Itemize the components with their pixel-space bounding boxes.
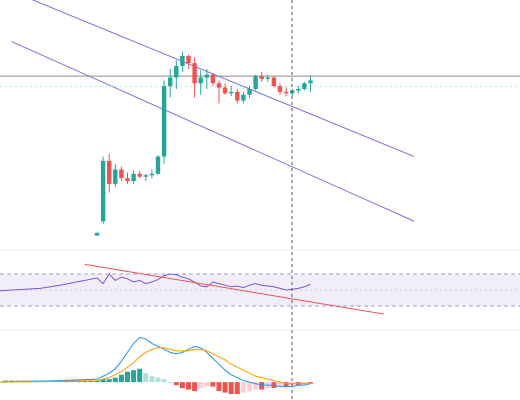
candle-bear[interactable] — [137, 173, 142, 177]
candle-bear[interactable] — [222, 87, 228, 94]
candle-bull[interactable] — [296, 89, 301, 91]
candle-bull[interactable] — [94, 232, 100, 236]
macd-hist-bar[interactable] — [167, 382, 173, 384]
candle-bear[interactable] — [235, 91, 240, 101]
candle-bull[interactable] — [155, 156, 161, 174]
macd-hist-bar[interactable] — [131, 370, 137, 383]
candle-bull[interactable] — [168, 77, 173, 87]
candle-bear[interactable] — [277, 86, 283, 92]
macd-hist-bar[interactable] — [192, 382, 198, 392]
candle-bull[interactable] — [143, 175, 148, 177]
candle-bull[interactable] — [253, 76, 258, 89]
macd-hist-bar[interactable] — [277, 382, 283, 387]
rsi-trendline[interactable] — [84, 263, 384, 315]
candle-bull[interactable] — [198, 77, 203, 84]
macd-hist-bar[interactable] — [283, 382, 289, 387]
candle-bull[interactable] — [265, 77, 270, 79]
candle-bear[interactable] — [210, 74, 216, 84]
macd-line[interactable] — [0, 336, 311, 388]
candle-bear[interactable] — [186, 55, 191, 64]
candle-bull[interactable] — [131, 173, 136, 181]
candle-bear[interactable] — [119, 169, 124, 179]
macd-hist-bar[interactable] — [240, 382, 246, 393]
macd-hist-bar[interactable] — [179, 382, 185, 389]
macd-hist-bar[interactable] — [216, 382, 222, 392]
rsi-panel[interactable] — [0, 263, 520, 315]
macd-hist-bar[interactable] — [137, 368, 143, 383]
candle-bull[interactable] — [113, 169, 118, 184]
macd-hist-bar[interactable] — [186, 382, 191, 390]
rsi-line[interactable] — [0, 273, 311, 292]
candle-bull[interactable] — [241, 94, 246, 101]
macd-hist-bar[interactable] — [253, 382, 259, 390]
macd-hist-bar[interactable] — [112, 377, 118, 383]
macd-hist-bar[interactable] — [100, 379, 106, 383]
macd-hist-bar[interactable] — [259, 382, 265, 390]
macd-hist-bar — [88, 380, 94, 383]
macd-hist-bar[interactable] — [301, 382, 307, 384]
macd-hist-bar[interactable] — [149, 376, 155, 383]
macd-hist-bar[interactable] — [308, 382, 313, 384]
candle-bear[interactable] — [107, 160, 112, 184]
macd-hist-bar[interactable] — [222, 382, 228, 393]
grid-layer — [0, 249, 520, 331]
candle-bull[interactable] — [204, 74, 209, 78]
macd-panel[interactable] — [0, 336, 313, 395]
candle-bear[interactable] — [125, 178, 130, 181]
candle-bear[interactable] — [216, 83, 222, 88]
candle-bull[interactable] — [302, 83, 307, 89]
candle-bear[interactable] — [259, 76, 264, 79]
candle-bull[interactable] — [149, 173, 155, 176]
candle-bull[interactable] — [174, 66, 179, 78]
macd-hist-bar[interactable] — [228, 382, 234, 395]
macd-hist-bar[interactable] — [94, 380, 100, 383]
candle-bull[interactable] — [100, 160, 106, 222]
candle-bull[interactable] — [161, 86, 167, 157]
macd-hist-bar[interactable] — [161, 379, 167, 383]
macd-hist-bar[interactable] — [155, 377, 161, 383]
macd-hist-bar — [3, 380, 8, 383]
candle-bull[interactable] — [247, 89, 252, 95]
candle-bear[interactable] — [283, 91, 289, 94]
macd-hist-bar[interactable] — [125, 371, 130, 383]
signal-line[interactable] — [0, 347, 311, 385]
macd-hist-bar[interactable] — [173, 382, 179, 386]
price-panel[interactable] — [0, 0, 520, 236]
macd-hist-bar[interactable] — [198, 382, 204, 389]
macd-hist-bar[interactable] — [118, 374, 124, 383]
channel-lower-line[interactable] — [11, 41, 415, 222]
macd-hist-bar[interactable] — [210, 382, 216, 387]
macd-hist-bar[interactable] — [204, 382, 210, 387]
macd-hist-bar[interactable] — [247, 382, 252, 392]
candle-bull[interactable] — [229, 91, 234, 94]
macd-hist-bar[interactable] — [234, 382, 240, 395]
macd-hist-bar[interactable] — [106, 379, 112, 383]
candle-bull[interactable] — [180, 55, 185, 66]
candle-bull[interactable] — [308, 80, 313, 84]
candle-bear[interactable] — [271, 77, 277, 87]
candle-bear[interactable] — [192, 63, 197, 84]
macd-hist-bar[interactable] — [143, 373, 149, 383]
